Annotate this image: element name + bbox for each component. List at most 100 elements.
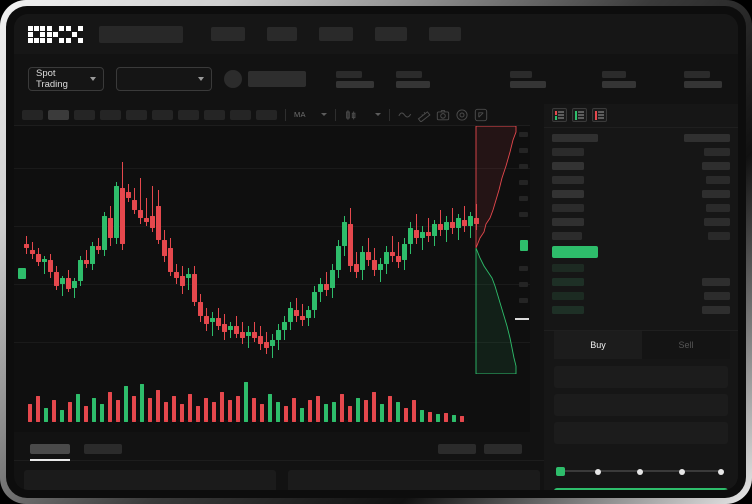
timeframe-4[interactable] bbox=[100, 109, 121, 120]
orderbook-ask-row-size[interactable] bbox=[552, 134, 598, 142]
orderbook-ask-row-size[interactable] bbox=[552, 162, 584, 170]
candle-wick bbox=[62, 276, 63, 296]
okx-logo-o bbox=[28, 25, 45, 43]
candle-body bbox=[384, 252, 389, 264]
bottom-action-2[interactable] bbox=[484, 444, 522, 454]
candle-body bbox=[150, 216, 155, 228]
amount-slider[interactable] bbox=[556, 467, 724, 476]
volume-bar bbox=[76, 394, 80, 422]
indicator-label[interactable]: MA bbox=[294, 110, 306, 119]
candle-wick bbox=[272, 334, 273, 358]
chevron-down-icon[interactable] bbox=[374, 113, 381, 116]
timeframe-10[interactable] bbox=[256, 109, 277, 120]
chevron-down-icon[interactable] bbox=[320, 113, 327, 116]
orderbook-mode-both[interactable] bbox=[552, 108, 567, 122]
volume-bar bbox=[236, 396, 240, 422]
price-axis-tick bbox=[519, 282, 528, 287]
orderbook-bid-row-size[interactable] bbox=[552, 292, 584, 300]
tab-buy[interactable]: Buy bbox=[554, 331, 642, 359]
trading-pair-select[interactable] bbox=[116, 67, 212, 91]
nav-item-finance[interactable] bbox=[375, 27, 407, 41]
bottom-panel-right[interactable] bbox=[288, 470, 540, 490]
timeframe-9[interactable] bbox=[230, 109, 251, 120]
orderbook-bid-row-size[interactable] bbox=[552, 306, 584, 314]
nav-item-trade[interactable] bbox=[267, 27, 297, 41]
orderbook-ask-row-price[interactable] bbox=[684, 134, 730, 142]
orderbook-mode-bids[interactable] bbox=[572, 108, 587, 122]
settings-gear-icon[interactable] bbox=[455, 108, 469, 122]
volume-bar bbox=[244, 382, 248, 422]
orderbook-ask-row-price[interactable] bbox=[704, 148, 730, 156]
slider-stop-100[interactable] bbox=[718, 468, 724, 475]
left-price-tag bbox=[18, 268, 26, 279]
timeframe-1[interactable] bbox=[22, 109, 43, 120]
candle-wick bbox=[452, 208, 453, 234]
bottom-tab-order-history[interactable] bbox=[84, 444, 122, 454]
slider-stop-25[interactable] bbox=[595, 468, 601, 475]
bid-depth-area bbox=[475, 247, 517, 374]
okx-logo[interactable] bbox=[28, 25, 83, 43]
candle-wick bbox=[422, 226, 423, 250]
orderbook-ask-row-size[interactable] bbox=[552, 190, 584, 198]
orderbook-ask-row-price[interactable] bbox=[706, 204, 730, 212]
timeframe-7[interactable] bbox=[178, 109, 199, 120]
timeframe-6[interactable] bbox=[152, 109, 173, 120]
orderbook-ask-row-price[interactable] bbox=[706, 176, 730, 184]
candle-body bbox=[66, 278, 71, 289]
volume-bar bbox=[68, 402, 72, 422]
volume-bar bbox=[436, 414, 440, 422]
orderbook-bid-row-size[interactable] bbox=[552, 264, 584, 272]
bottom-panel-left[interactable] bbox=[24, 470, 276, 490]
submit-buy-button[interactable] bbox=[554, 488, 728, 490]
header-search-box[interactable] bbox=[99, 25, 183, 43]
nav-item-earn[interactable] bbox=[319, 27, 353, 41]
ruler-icon[interactable] bbox=[417, 108, 431, 122]
candle-body bbox=[294, 310, 299, 316]
volume-bar bbox=[308, 400, 312, 422]
candle-body bbox=[450, 222, 455, 228]
orderbook-ask-row-price[interactable] bbox=[702, 162, 730, 170]
orderbook-ask-row-price[interactable] bbox=[704, 218, 730, 226]
tab-sell[interactable]: Sell bbox=[642, 331, 730, 359]
candle-body bbox=[216, 318, 221, 326]
timeframe-2[interactable] bbox=[48, 109, 69, 120]
orderbook-ask-row-size[interactable] bbox=[552, 176, 584, 184]
candle-body bbox=[102, 216, 107, 250]
timeframe-8[interactable] bbox=[204, 109, 225, 120]
nav-item-more[interactable] bbox=[429, 27, 461, 41]
candle-body bbox=[36, 254, 41, 262]
orderbook-ask-row-price[interactable] bbox=[708, 232, 730, 240]
orderbook-bid-row-price[interactable] bbox=[702, 278, 730, 286]
slider-stop-75[interactable] bbox=[679, 468, 685, 475]
bottom-action-1[interactable] bbox=[438, 444, 476, 454]
orderbook-mode-asks[interactable] bbox=[592, 108, 607, 122]
slider-handle[interactable] bbox=[556, 467, 565, 476]
bottom-tab-open-orders[interactable] bbox=[30, 444, 70, 454]
fullscreen-icon[interactable] bbox=[474, 108, 488, 122]
orderbook-bid-row-size[interactable] bbox=[552, 278, 584, 286]
orderbook-ask-row-size[interactable] bbox=[552, 148, 584, 156]
last-price-row[interactable] bbox=[552, 246, 598, 258]
nav-item-markets[interactable] bbox=[211, 27, 245, 41]
orderbook-ask-row-price[interactable] bbox=[702, 190, 730, 198]
orderbook-bid-row-price[interactable] bbox=[702, 306, 730, 314]
total-field[interactable] bbox=[554, 422, 728, 444]
volume-bar bbox=[324, 404, 328, 422]
camera-icon[interactable] bbox=[436, 108, 450, 122]
orderbook-ask-row-size[interactable] bbox=[552, 204, 584, 212]
candle-body bbox=[222, 324, 227, 332]
timeframe-3[interactable] bbox=[74, 109, 95, 120]
market-toolbar: Spot Trading bbox=[14, 54, 738, 104]
candle-wick bbox=[476, 204, 477, 230]
price-field[interactable] bbox=[554, 366, 728, 388]
price-chart[interactable] bbox=[14, 126, 530, 374]
slider-stop-50[interactable] bbox=[637, 468, 643, 475]
timeframe-5[interactable] bbox=[126, 109, 147, 120]
market-type-select[interactable]: Spot Trading bbox=[28, 67, 104, 91]
orderbook-bid-row-price[interactable] bbox=[704, 292, 730, 300]
orderbook-ask-row-size[interactable] bbox=[552, 218, 584, 226]
candlestick-type-icon[interactable] bbox=[344, 108, 358, 122]
amount-field[interactable] bbox=[554, 394, 728, 416]
orderbook-ask-row-size[interactable] bbox=[552, 232, 582, 240]
line-chart-icon[interactable] bbox=[398, 108, 412, 122]
